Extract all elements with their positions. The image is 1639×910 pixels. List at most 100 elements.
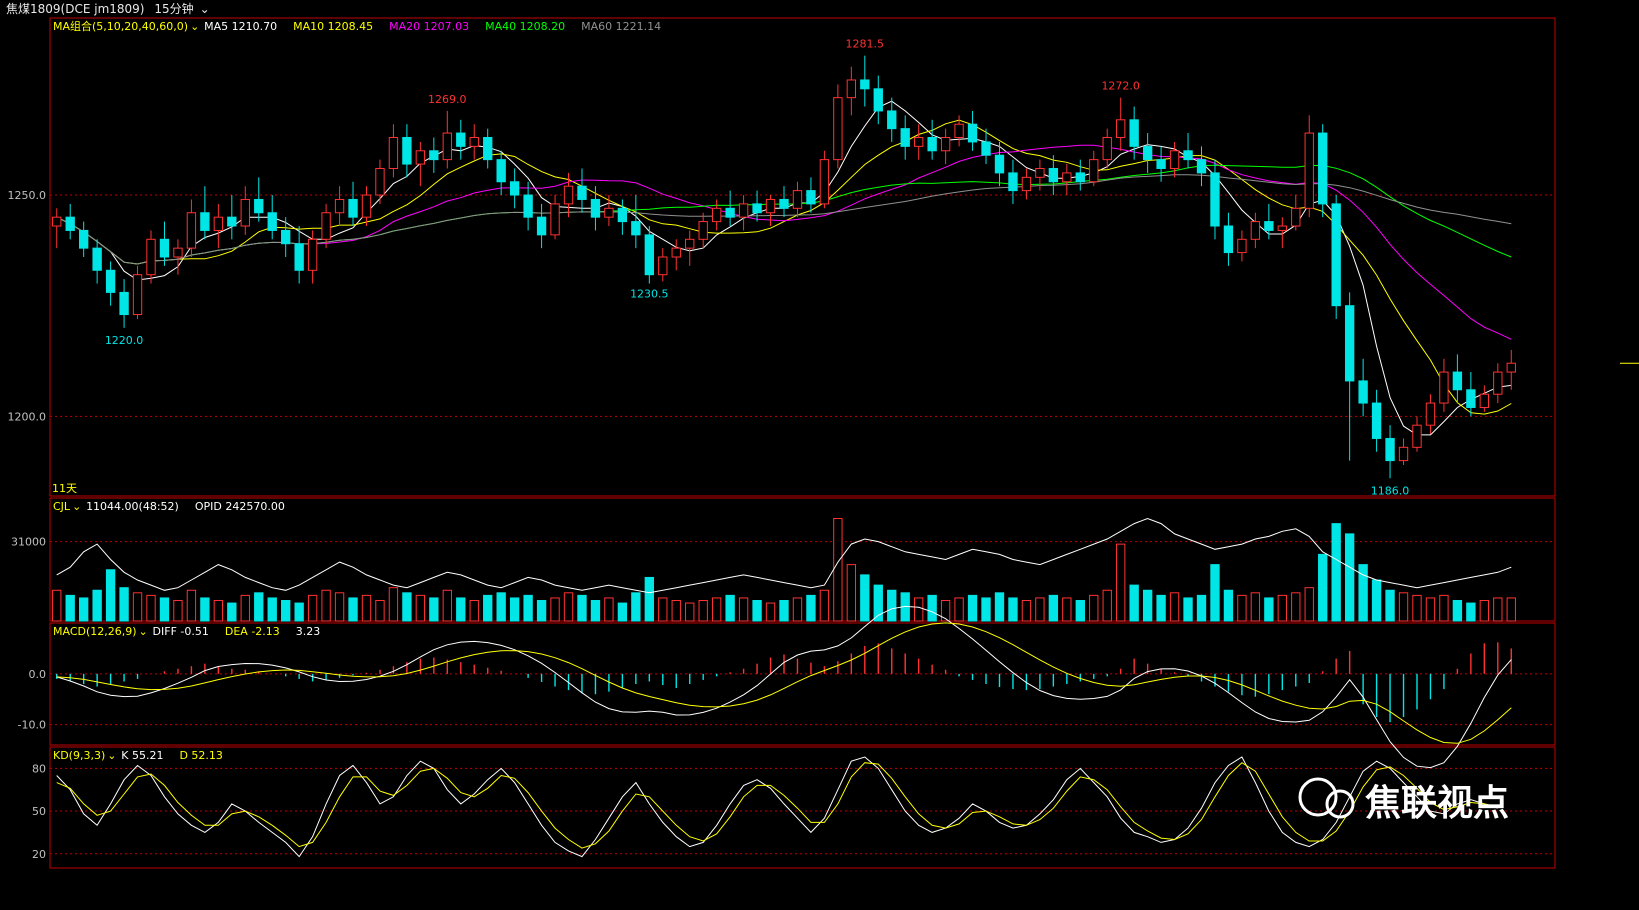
candle-body xyxy=(52,216,62,227)
volume-bar xyxy=(550,597,560,622)
volume-bar xyxy=(1331,523,1341,622)
legend-item-ma: MA40 1208.20 xyxy=(485,20,565,33)
volume-bar xyxy=(819,589,830,622)
volume-bar xyxy=(334,592,345,622)
volume-bar xyxy=(563,592,574,622)
candle-body xyxy=(1304,132,1314,209)
candle-body xyxy=(321,212,331,240)
volume-bar xyxy=(860,574,870,622)
candle-body xyxy=(1277,225,1287,231)
candle-body xyxy=(92,247,102,271)
candle-body xyxy=(604,207,614,218)
candle-body xyxy=(873,88,883,112)
macd-dea-line xyxy=(56,622,1512,744)
candle-body xyxy=(1102,137,1112,161)
candle-body xyxy=(536,216,547,236)
volume-bar xyxy=(442,589,452,622)
legend-name-cjl: CJL xyxy=(53,500,71,513)
volume-bar xyxy=(496,592,506,622)
volume-bar xyxy=(186,589,197,622)
volume-bar xyxy=(78,597,89,622)
candle-body xyxy=(496,159,506,183)
volume-bar xyxy=(914,597,924,622)
range-label: 11天 xyxy=(52,482,77,495)
volume-bar xyxy=(1291,592,1301,622)
chevron-down-icon[interactable]: ⌄ xyxy=(199,2,210,16)
candle-body xyxy=(348,198,358,218)
volume-bar xyxy=(738,597,749,622)
volume-bar xyxy=(1062,597,1072,622)
candle-body xyxy=(213,216,224,231)
price-extreme-label: 1269.0 xyxy=(428,93,467,106)
candle-body xyxy=(671,247,681,258)
volume-bar xyxy=(1075,600,1085,622)
volume-bar xyxy=(617,602,628,622)
candle-body xyxy=(819,159,830,205)
price-extreme-label: 1220.0 xyxy=(105,334,144,347)
candle-body xyxy=(173,247,183,258)
instrument-title[interactable]: 焦煤1809(DCE jm1809) xyxy=(6,2,145,16)
y-tick-label-macd: 0.0 xyxy=(29,668,47,681)
candle-body xyxy=(833,97,843,161)
volume-bar xyxy=(456,597,466,622)
candle-body xyxy=(738,203,749,218)
y-tick-label-price: 1200.0 xyxy=(8,410,47,423)
volume-bar xyxy=(685,602,695,622)
candle-body xyxy=(806,190,816,205)
volume-bar xyxy=(1318,553,1328,622)
ma5-line xyxy=(56,100,1512,436)
volume-bar xyxy=(1344,533,1355,622)
candle-body xyxy=(658,256,668,276)
volume-bar xyxy=(1237,594,1247,622)
volume-bar xyxy=(483,594,493,622)
candle-body xyxy=(550,203,560,236)
volume-bar xyxy=(1264,597,1274,622)
volume-bar xyxy=(833,518,843,622)
volume-bar xyxy=(1102,589,1112,622)
volume-bar xyxy=(631,592,641,622)
volume-bar xyxy=(294,602,304,622)
volume-bar xyxy=(1371,579,1382,622)
candle-body xyxy=(146,238,156,276)
candle-body xyxy=(1412,424,1422,448)
panel-frame-price xyxy=(49,17,1556,497)
volume-bar xyxy=(415,594,426,622)
y-tick-label-macd: -10.0 xyxy=(18,719,46,732)
volume-bar xyxy=(1385,589,1395,622)
candle-body xyxy=(1142,145,1153,161)
candle-body xyxy=(900,128,910,147)
y-tick-label-kd: 50 xyxy=(32,805,46,818)
volume-bar xyxy=(469,600,479,622)
volume-bar xyxy=(671,600,681,622)
volume-bar xyxy=(536,600,547,622)
legend-name-ma: MA组合(5,10,20,40,60,0) xyxy=(53,19,188,33)
watermark-text: 焦联视点 xyxy=(1365,783,1509,824)
period-selector[interactable]: 15分钟 xyxy=(154,2,194,16)
legend-item-macd: DEA -2.13 xyxy=(225,625,280,638)
candle-body xyxy=(846,79,857,99)
volume-bar xyxy=(200,597,210,622)
volume-bar xyxy=(1412,594,1422,622)
candle-body xyxy=(375,167,385,196)
candle-body xyxy=(429,150,439,161)
legend-name-macd: MACD(12,26,9) xyxy=(53,625,137,638)
volume-bar xyxy=(1304,587,1314,622)
candle-body xyxy=(186,212,197,249)
volume-bar xyxy=(1196,594,1207,622)
candle-body xyxy=(1237,238,1247,254)
candle-body xyxy=(887,110,897,130)
candle-body xyxy=(119,291,129,316)
kd-k-line xyxy=(56,756,1498,858)
candle-body xyxy=(402,137,412,165)
candle-body xyxy=(1116,119,1126,138)
candle-body xyxy=(1129,119,1139,147)
candle-body xyxy=(469,137,479,147)
candle-body xyxy=(1358,380,1368,404)
candle-body xyxy=(685,238,695,249)
candle-body xyxy=(509,181,520,196)
macd-diff-line xyxy=(56,605,1512,769)
candle-body xyxy=(940,137,951,152)
candle-body xyxy=(334,198,345,214)
volume-bar xyxy=(159,597,170,622)
